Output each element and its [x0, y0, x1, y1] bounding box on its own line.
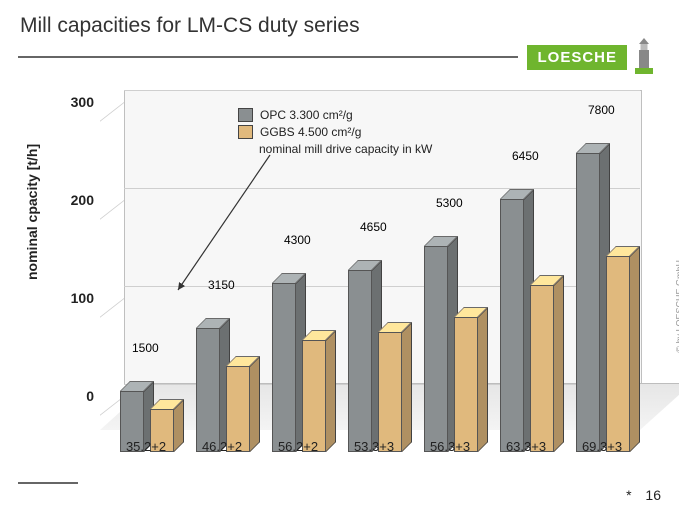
bar-ggbs [606, 256, 630, 452]
bar-ggbs [302, 340, 326, 452]
x-tick-label: 56.2+2 [260, 439, 336, 454]
y-axis-label: nominal cpacity [t/h] [24, 144, 40, 280]
drive-capacity-label: 4650 [360, 220, 387, 234]
bar-opc [576, 153, 600, 452]
drive-capacity-label: 7800 [588, 103, 615, 117]
y-tick-label: 300 [56, 94, 94, 110]
x-tick-label: 53.3+3 [336, 439, 412, 454]
lighthouse-icon [633, 38, 655, 76]
drive-capacity-label: 6450 [512, 149, 539, 163]
chart-legend: OPC 3.300 cm²/g GGBS 4.500 cm²/g nominal… [238, 108, 432, 159]
drive-capacity-label: 4300 [284, 233, 311, 247]
bar-opc [196, 328, 220, 452]
y-tick-label: 0 [56, 388, 94, 404]
footer-divider [18, 482, 78, 484]
legend-note: nominal mill drive capacity in kW [238, 142, 432, 156]
bar-opc [500, 199, 524, 452]
x-tick-label: 35.2+2 [108, 439, 184, 454]
brand-name: LOESCHE [527, 45, 627, 70]
capacity-chart: nominal cpacity [t/h] 0100200300 OPC 3.3… [42, 80, 642, 480]
footnote-asterisk: * [626, 487, 631, 503]
copyright-text: © by LOESCHE GmbH [675, 260, 679, 353]
x-tick-label: 63.3+3 [488, 439, 564, 454]
legend-label: GGBS 4.500 cm²/g [260, 125, 361, 139]
brand-logo: LOESCHE [527, 38, 655, 76]
title-divider [18, 56, 518, 58]
y-tick-label: 100 [56, 290, 94, 306]
bar-opc [348, 270, 372, 452]
legend-swatch [238, 108, 253, 122]
bar-opc [272, 283, 296, 452]
y-tick-label: 200 [56, 192, 94, 208]
page-footer: * 16 [626, 487, 661, 503]
legend-item-opc: OPC 3.300 cm²/g [238, 108, 432, 122]
legend-note-text: nominal mill drive capacity in kW [259, 142, 432, 156]
drive-capacity-label: 3150 [208, 278, 235, 292]
slide-title: Mill capacities for LM-CS duty series [20, 14, 360, 38]
bar-ggbs [454, 317, 478, 452]
bar-opc [424, 246, 448, 452]
bar-ggbs [530, 285, 554, 452]
drive-capacity-label: 5300 [436, 196, 463, 210]
page-number: 16 [645, 487, 661, 503]
x-tick-label: 56.3+3 [412, 439, 488, 454]
legend-item-ggbs: GGBS 4.500 cm²/g [238, 125, 432, 139]
drive-capacity-label: 1500 [132, 341, 159, 355]
plot-area: 0100200300 OPC 3.300 cm²/g GGBS 4.500 cm… [100, 90, 640, 452]
bar-ggbs [378, 332, 402, 452]
x-tick-label: 69.3+3 [564, 439, 640, 454]
legend-label: OPC 3.300 cm²/g [260, 108, 353, 122]
x-tick-label: 46.2+2 [184, 439, 260, 454]
legend-swatch [238, 125, 253, 139]
